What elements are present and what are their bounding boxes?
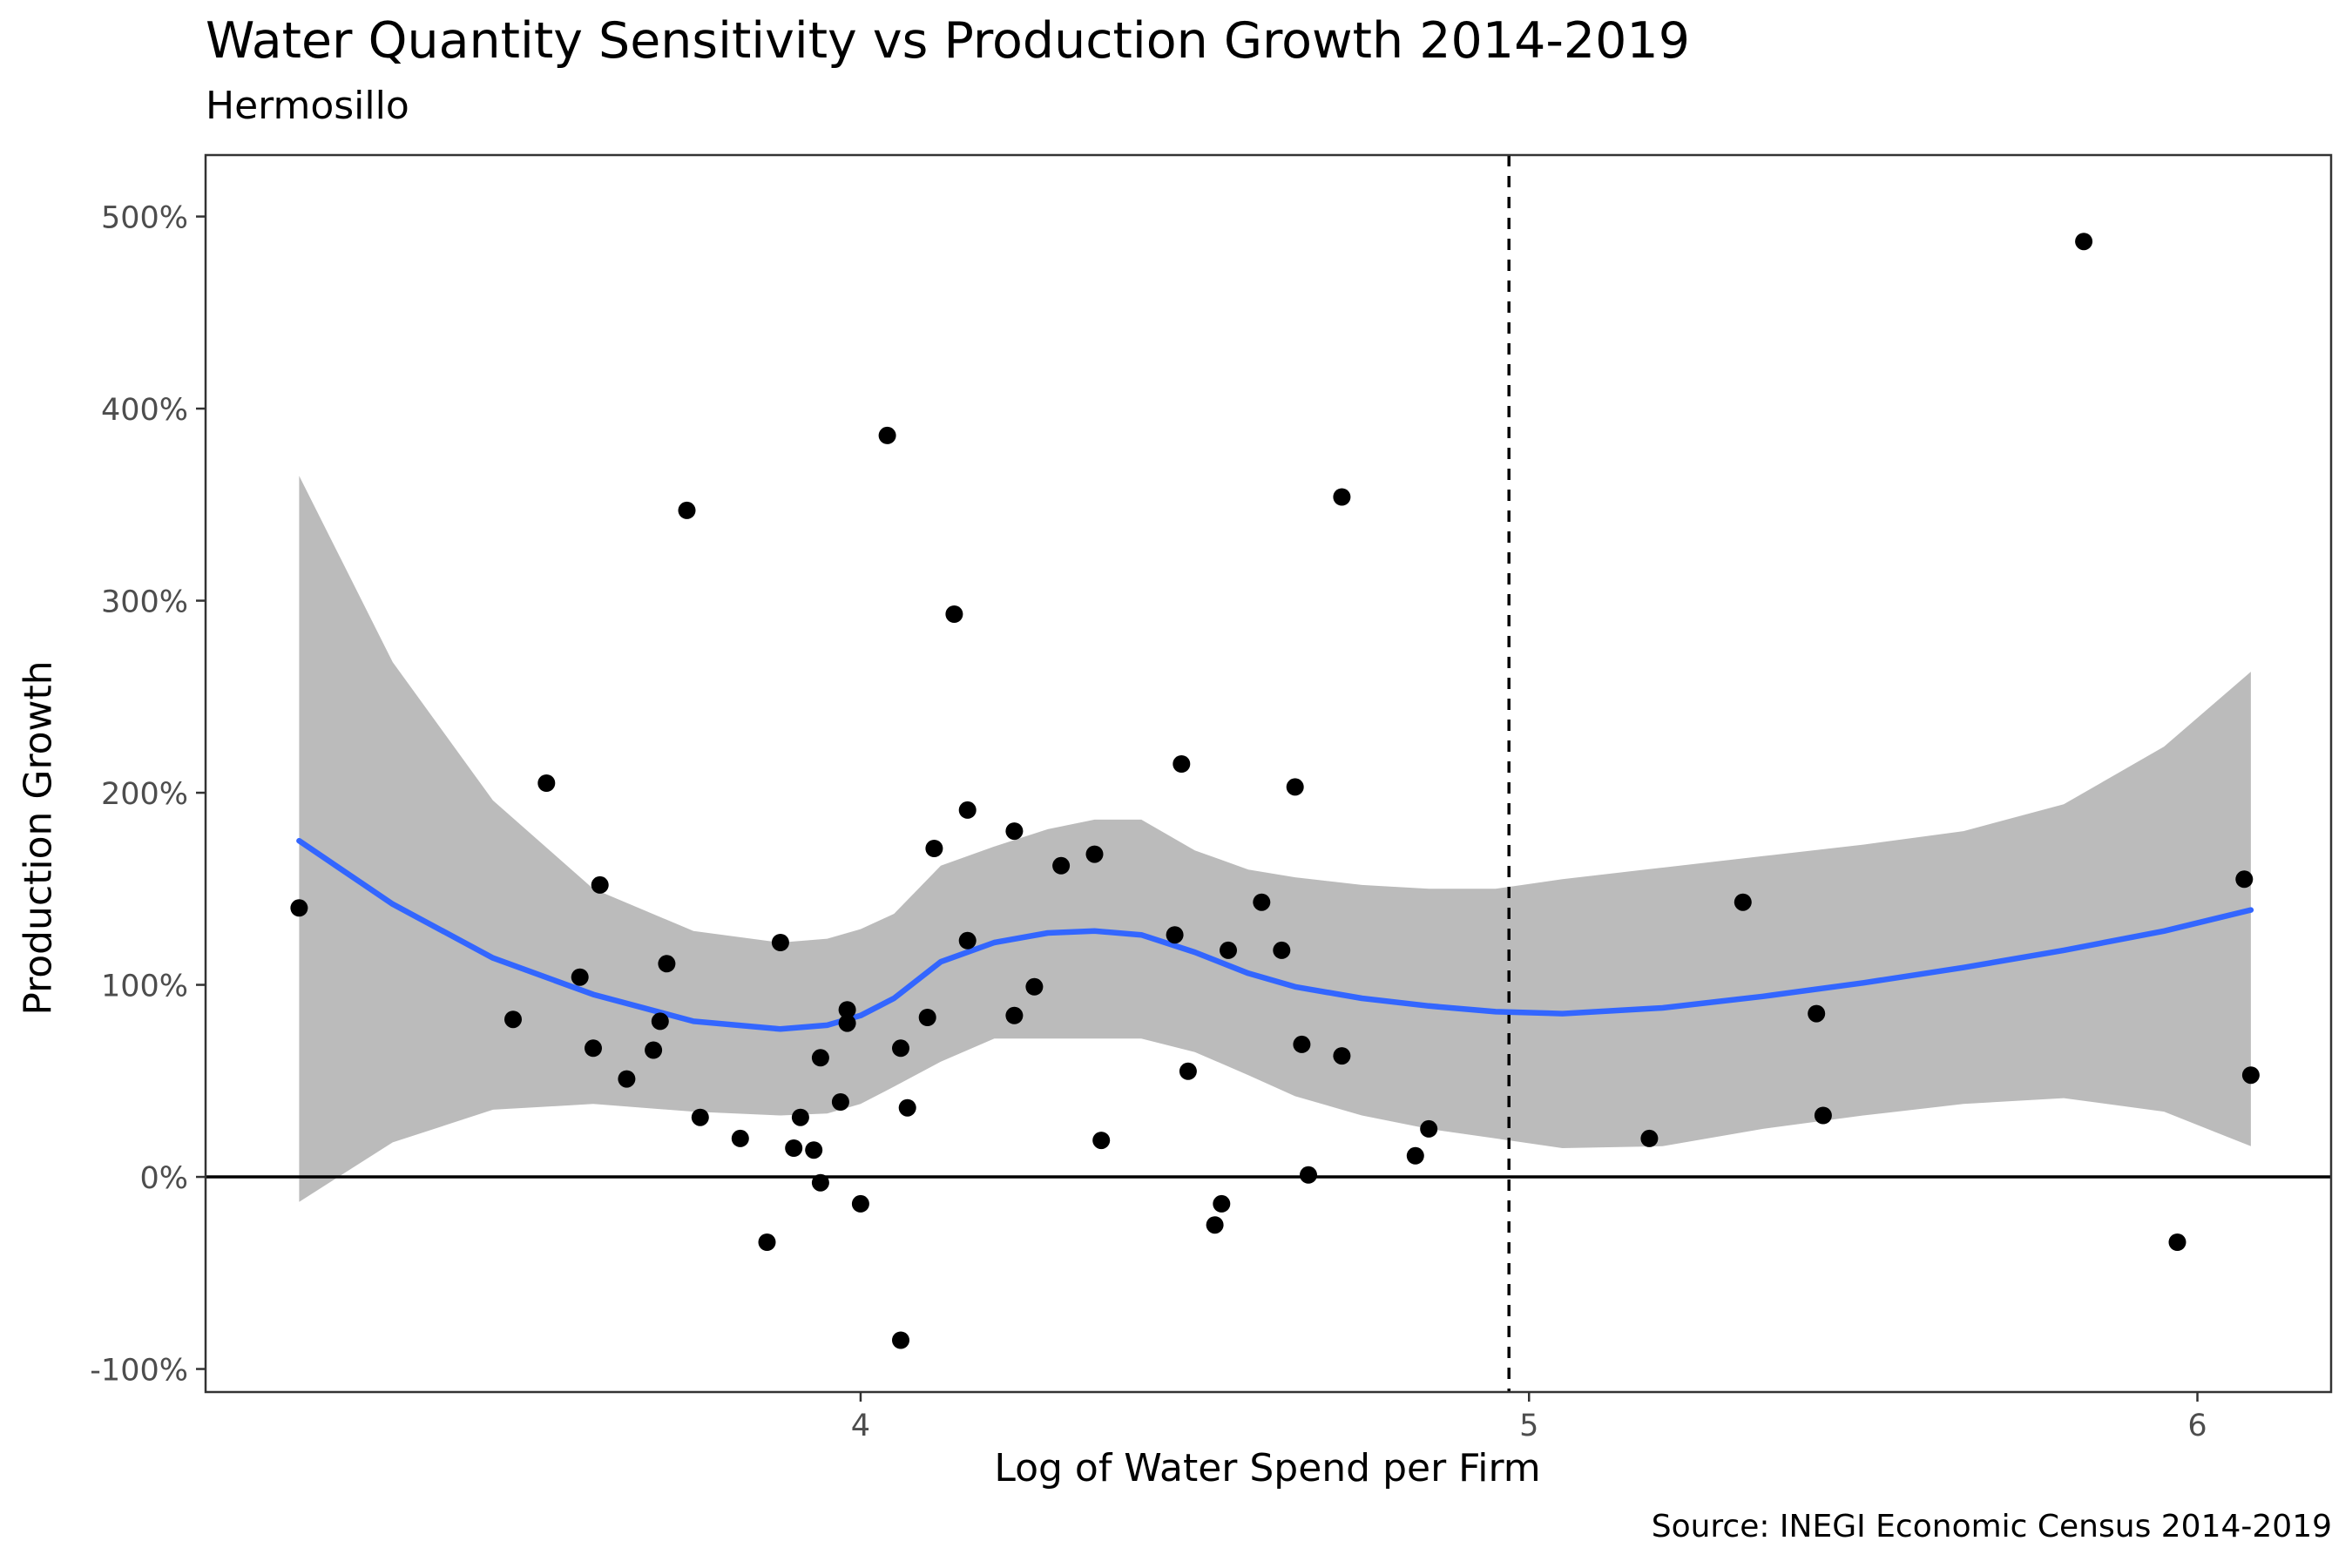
data-point — [618, 1070, 636, 1088]
data-point — [851, 1194, 869, 1213]
data-point — [1005, 822, 1024, 841]
data-point — [591, 875, 609, 894]
data-point — [1420, 1119, 1438, 1138]
data-point — [805, 1141, 823, 1159]
data-point — [1286, 778, 1304, 796]
data-point — [1293, 1035, 1311, 1053]
data-point — [585, 1039, 602, 1058]
y-axis: -100% 0% 100% 200% 300% 400% 500% — [90, 201, 206, 1389]
data-point — [785, 1139, 803, 1157]
smooth-line-layer — [296, 837, 2254, 1032]
data-point — [1300, 1166, 1317, 1184]
data-point — [537, 774, 556, 792]
data-point — [958, 931, 977, 950]
reference-lines-layer — [206, 155, 2331, 1392]
data-point — [1179, 1062, 1197, 1080]
x-axis-label: Log of Water Spend per Firm — [994, 1446, 1541, 1490]
data-point — [731, 1129, 749, 1147]
data-point — [651, 1012, 669, 1031]
data-point — [1273, 941, 1291, 959]
data-point — [658, 955, 676, 973]
data-point — [1220, 941, 1237, 959]
y-tick-label: 100% — [101, 970, 188, 1004]
x-tick-label: 4 — [851, 1409, 870, 1443]
data-point — [1092, 1132, 1111, 1150]
data-point — [1213, 1194, 1231, 1213]
data-points-layer — [290, 233, 2260, 1349]
data-point — [791, 1108, 809, 1126]
data-point — [1406, 1146, 1424, 1165]
y-tick-label: 400% — [101, 393, 188, 428]
data-point — [504, 1010, 522, 1029]
chart-subtitle: Hermosillo — [206, 84, 409, 128]
data-point — [290, 899, 308, 917]
data-point — [918, 1009, 936, 1026]
data-point — [771, 934, 789, 951]
data-point — [1253, 893, 1271, 911]
data-point — [1333, 488, 1351, 506]
y-axis-label: Production Growth — [16, 660, 61, 1016]
x-tick-label: 5 — [1519, 1409, 1538, 1443]
data-point — [1206, 1216, 1224, 1234]
chart-title: Water Quantity Sensitivity vs Production… — [206, 12, 1690, 70]
y-tick-label: 0% — [139, 1161, 188, 1196]
data-point — [2241, 1066, 2260, 1085]
panel-border — [204, 153, 2333, 1394]
data-point — [838, 1001, 856, 1019]
data-point — [1333, 1047, 1351, 1065]
x-tick-label: 6 — [2187, 1409, 2207, 1443]
data-point — [811, 1173, 829, 1192]
data-point — [1173, 755, 1191, 773]
data-point — [892, 1039, 909, 1058]
data-point — [1025, 977, 1044, 996]
confidence-band-layer — [299, 476, 2251, 1202]
confidence-band — [299, 476, 2251, 1202]
data-point — [892, 1331, 909, 1349]
data-point — [945, 605, 963, 623]
x-axis: 4 5 6 — [851, 1392, 2207, 1443]
data-point — [898, 1098, 916, 1117]
data-point — [1166, 926, 1184, 944]
chart-caption: Source: INEGI Economic Census 2014-2019 — [1651, 1509, 2332, 1544]
data-point — [645, 1041, 663, 1059]
y-tick-label: 300% — [101, 585, 188, 620]
data-point — [838, 1014, 856, 1032]
data-point — [758, 1233, 776, 1251]
data-point — [878, 426, 896, 444]
y-tick-label: -100% — [90, 1354, 188, 1389]
data-point — [831, 1093, 849, 1111]
data-point — [2075, 233, 2093, 251]
data-point — [2168, 1233, 2186, 1251]
data-point — [1814, 1106, 1832, 1125]
data-point — [2235, 870, 2254, 889]
y-tick-label: 500% — [101, 201, 188, 236]
data-point — [811, 1049, 829, 1067]
data-point — [1640, 1129, 1659, 1147]
data-point — [1052, 856, 1071, 875]
data-point — [1734, 893, 1752, 911]
data-point — [571, 968, 589, 986]
data-point — [925, 840, 943, 857]
smooth-trend-line — [296, 837, 2254, 1032]
data-point — [1005, 1006, 1024, 1024]
y-tick-label: 200% — [101, 777, 188, 812]
data-point — [678, 501, 696, 519]
data-point — [1085, 845, 1104, 863]
data-point — [1808, 1004, 1826, 1023]
data-point — [691, 1108, 709, 1126]
data-point — [958, 801, 977, 819]
